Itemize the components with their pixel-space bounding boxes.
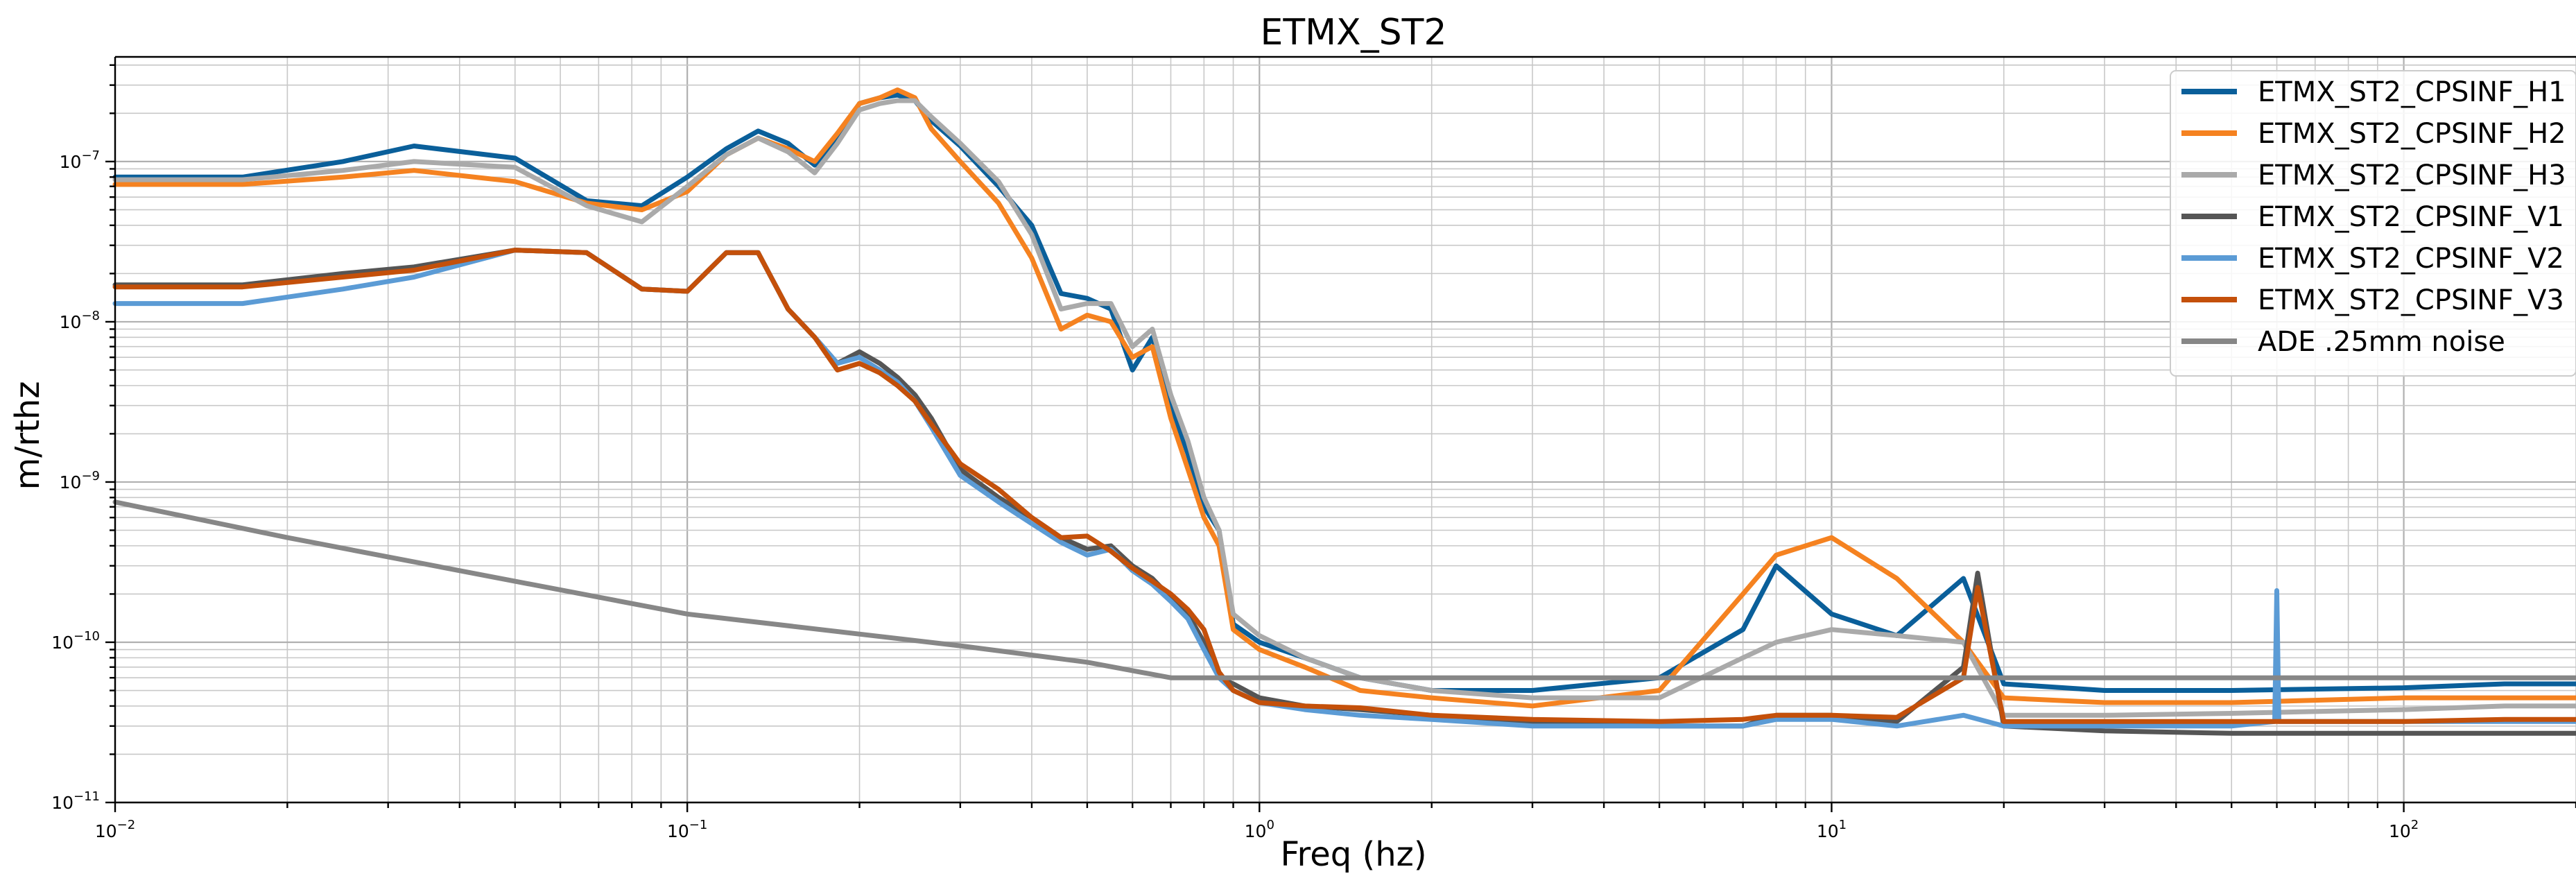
legend: ETMX_ST2_CPSINF_H1 ETMX_ST2_CPSINF_H2 ETMX… (2170, 70, 2576, 377)
y-tick-label: 10−8 (60, 309, 100, 332)
series-line-6 (112, 248, 2576, 724)
x-tick-label: 10−2 (95, 818, 135, 841)
legend-label: ETMX_ST2_CPSINF_H3 (2258, 160, 2566, 191)
legend-label: ETMX_ST2_CPSINF_V3 (2258, 284, 2564, 316)
legend-box (2170, 70, 2576, 377)
x-tick-label: 10−1 (667, 818, 707, 841)
legend-label: ETMX_ST2_CPSINF_H2 (2258, 118, 2566, 150)
y-tick-labels: 10−11 10−10 10−9 10−8 10−7 (51, 148, 100, 813)
y-tick-label: 10−11 (51, 789, 100, 813)
axes (105, 55, 2576, 812)
legend-label: ADE .25mm noise (2258, 326, 2505, 358)
y-tick-label: 10−9 (60, 469, 100, 492)
x-tick-labels: 10−2 10−1 100 101 102 (95, 818, 2419, 841)
y-axis-label: m/rthz (8, 381, 47, 490)
x-tick-label: 100 (1245, 818, 1274, 841)
y-tick-label: 10−7 (60, 148, 100, 172)
chart-title: ETMX_ST2 (1261, 12, 1447, 53)
series-line-7 (112, 499, 2576, 680)
legend-label: ETMX_ST2_CPSINF_V1 (2258, 201, 2564, 233)
series-line-3 (112, 98, 2576, 718)
legend-label: ETMX_ST2_CPSINF_H1 (2258, 76, 2566, 108)
x-tick-label: 101 (1817, 818, 1847, 841)
x-axis-label: Freq (hz) (1280, 835, 1426, 874)
series-lines (112, 87, 2576, 736)
x-tick-label: 102 (2389, 818, 2419, 841)
y-tick-label: 10−10 (51, 629, 100, 653)
legend-label: ETMX_ST2_CPSINF_V2 (2258, 243, 2564, 275)
